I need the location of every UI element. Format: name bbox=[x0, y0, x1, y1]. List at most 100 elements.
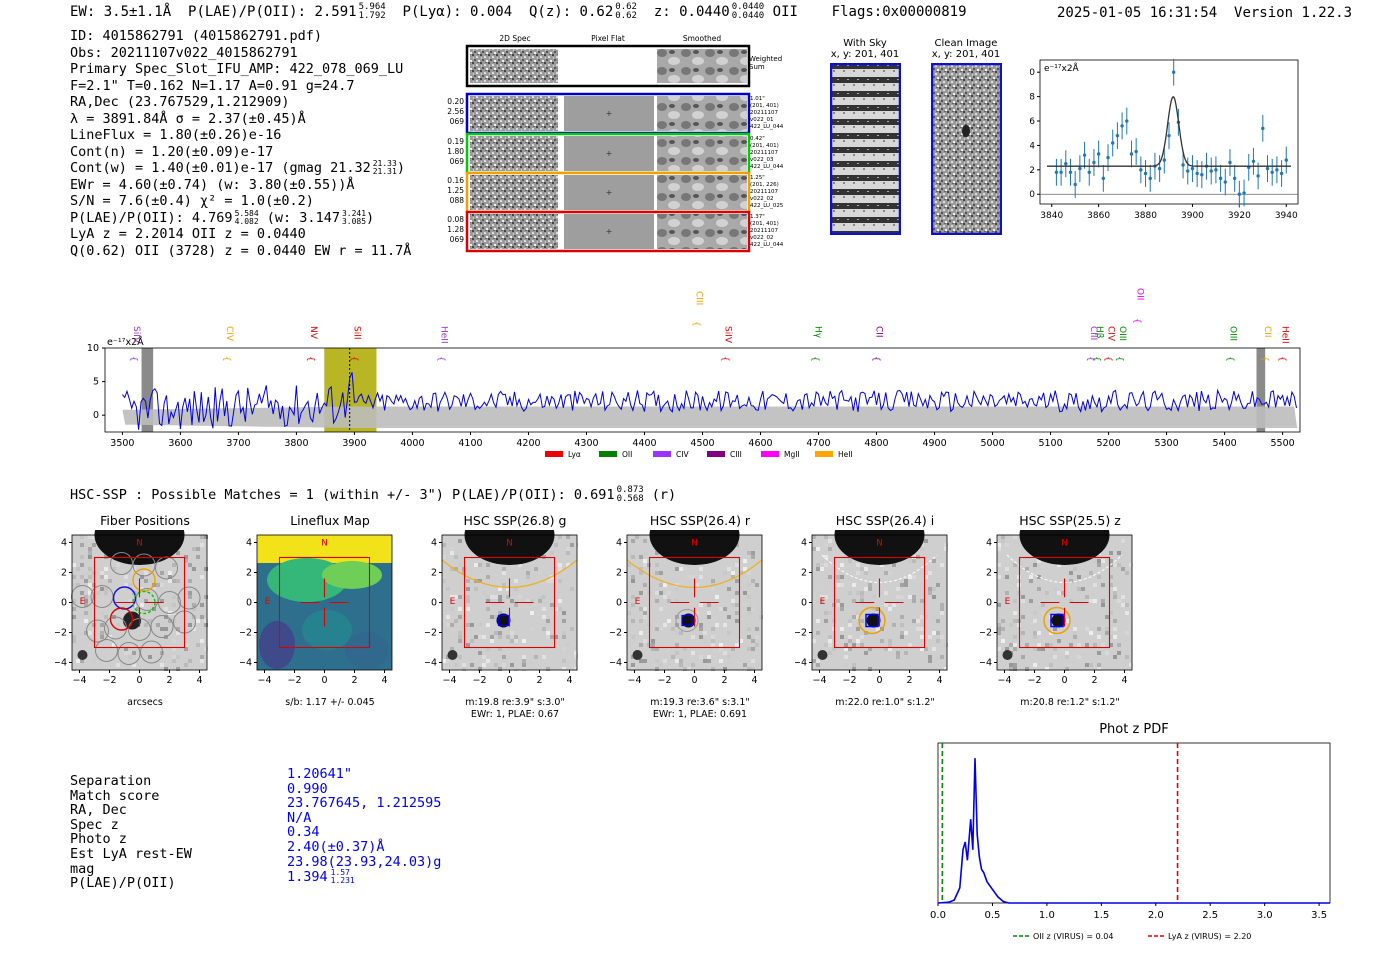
hsc-cutout-noise bbox=[1081, 587, 1085, 591]
hsc-panel-caption: s/b: 1.17 +/- 0.045 bbox=[250, 697, 410, 709]
hsc-cutout-noise bbox=[204, 623, 208, 627]
info-contw-text: Cont(w) = 1.40(±0.01)e-17 (gmag 21.32 bbox=[70, 160, 371, 176]
hsc-cutout-noise bbox=[936, 559, 940, 563]
spectrum-xtick-label: 4200 bbox=[516, 438, 540, 449]
hsc-cutout-noise bbox=[1029, 579, 1033, 583]
match-label: Spec z bbox=[70, 816, 119, 833]
spec2d-row-right-label: 1.37" (201, 401) 20211107 v022_02 422_LU_044 bbox=[750, 214, 784, 248]
hsc-cutout-noise bbox=[711, 639, 715, 643]
linefit-point bbox=[1232, 176, 1237, 181]
hsc-cutout-noise bbox=[884, 591, 888, 595]
hsc-xtick-label: 0 bbox=[321, 675, 327, 686]
hsc-cutout-noise bbox=[655, 623, 659, 627]
hsc-cutout-noise bbox=[1097, 575, 1101, 579]
linefit-point bbox=[1139, 168, 1143, 172]
hsc-cutout-noise bbox=[124, 583, 128, 587]
hsc-xtick-label: −2 bbox=[842, 675, 856, 686]
hsc-cutout-noise bbox=[104, 575, 108, 579]
info-lineflux: LineFlux = 1.80(±0.26)e-16 bbox=[70, 127, 282, 143]
faint-source-blob bbox=[447, 650, 458, 660]
hsc-cutout-noise bbox=[458, 595, 462, 599]
hsc-cutout-noise bbox=[486, 599, 490, 603]
linefit-xtick-label: 3880 bbox=[1134, 211, 1157, 221]
full-spectrum-plot: 3500 3600 3700 3800 3900 4000 4100 4200 4300 4400… bbox=[87, 288, 1301, 459]
hsc-cutout-noise bbox=[643, 551, 647, 555]
fiber-circle bbox=[71, 585, 94, 608]
hsc-cutout-noise bbox=[100, 571, 104, 575]
linefit-ytick-label: 0 bbox=[1030, 190, 1035, 200]
info-contw: Cont(w) = 1.40(±0.01)e-17 (gmag 21.32 21.… bbox=[70, 160, 411, 177]
hsc-cutout-noise bbox=[176, 655, 180, 659]
hsc-cutout-noise bbox=[840, 635, 844, 639]
hsc-cutout-noise bbox=[510, 599, 514, 603]
hsc-cutout-noise bbox=[80, 591, 84, 595]
hsc-cutout-noise bbox=[864, 651, 868, 655]
spec2d-flat-marker: + bbox=[606, 227, 613, 236]
hsc-cutout-noise bbox=[466, 643, 470, 647]
hsc-cutout-noise bbox=[848, 623, 852, 627]
hsc-cutout-noise bbox=[1129, 563, 1133, 567]
photz-xtick-label: 3.5 bbox=[1311, 910, 1327, 921]
hsc-cutout-noise bbox=[1093, 559, 1097, 563]
hsc-cutout-noise bbox=[1097, 651, 1101, 655]
hsc-cutout-noise bbox=[160, 571, 164, 575]
bright-neighbor-blob bbox=[834, 530, 925, 565]
hsc-cutout-noise bbox=[76, 659, 80, 663]
search-region-box bbox=[93, 556, 186, 649]
hsc-heading-text: HSC-SSP : Possible Matches = 1 (within +… bbox=[70, 487, 615, 503]
hsc-cutout-noise bbox=[920, 627, 924, 631]
hsc-cutout-noise bbox=[888, 639, 892, 643]
hsc-cutout-noise bbox=[1053, 647, 1057, 651]
hsc-cutout-noise bbox=[852, 583, 856, 587]
hsc-cutout-noise bbox=[852, 643, 856, 647]
hsc-cutout-noise bbox=[920, 599, 924, 603]
spectrum-line-label: HeII bbox=[438, 326, 448, 344]
hsc-cutout-noise bbox=[1009, 623, 1013, 627]
hsc-cutout-noise bbox=[928, 655, 932, 659]
hsc-cutout-noise bbox=[920, 543, 924, 547]
hsc-cutout-noise bbox=[920, 547, 924, 551]
linefit-point bbox=[1096, 152, 1101, 156]
hsc-cutout-noise bbox=[1113, 591, 1117, 595]
hsc-cutout-noise bbox=[812, 659, 816, 663]
hsc-cutout-noise bbox=[466, 599, 470, 603]
hsc-cutout-noise bbox=[490, 615, 494, 619]
hsc-cutout-noise bbox=[1037, 631, 1041, 635]
hsc-cutout-noise bbox=[892, 603, 896, 607]
hsc-cutout-noise bbox=[510, 631, 514, 635]
spectrum-xtick-label: 3500 bbox=[110, 438, 134, 449]
spectrum-line-label: OIII bbox=[1227, 326, 1237, 341]
hsc-cutout-noise bbox=[727, 655, 731, 659]
spectrum-line-bracket: { bbox=[691, 321, 701, 327]
hsc-xtick-label: 2 bbox=[1091, 675, 1097, 686]
linefit-point bbox=[1228, 160, 1232, 165]
match-value-text: 1.394 bbox=[287, 869, 328, 886]
east-marker: E bbox=[80, 597, 86, 607]
hsc-cutout-noise bbox=[550, 551, 554, 555]
hsc-cutout-noise bbox=[747, 551, 751, 555]
hsc-cutout-noise bbox=[506, 599, 510, 603]
hsc-cutout-noise bbox=[196, 555, 200, 559]
spec2d-row-left-label: 1.28 bbox=[447, 225, 464, 234]
hsc-cutout-noise bbox=[703, 639, 707, 643]
match-label: mag bbox=[70, 860, 95, 877]
hsc-cutout-noise bbox=[1053, 627, 1057, 631]
hsc-cutout-noise bbox=[816, 663, 820, 667]
hsc-cutout-noise bbox=[570, 543, 574, 547]
hsc-cutout-noise bbox=[1037, 559, 1041, 563]
hsc-cutout-noise bbox=[558, 579, 562, 583]
hsc-cutout-noise bbox=[458, 607, 462, 611]
hsc-cutout-noise bbox=[639, 607, 643, 611]
hsc-cutout-noise bbox=[639, 659, 643, 663]
hsc-panel-image: N E −4 −4 −2 −2 0 0 2 2 4 4 bbox=[795, 530, 948, 686]
hsc-cutout-noise bbox=[755, 635, 759, 639]
linefit-point bbox=[1064, 162, 1068, 166]
hsc-cutout-noise bbox=[156, 623, 160, 627]
hsc-cutout-noise bbox=[204, 595, 208, 599]
hsc-cutout-noise bbox=[84, 595, 88, 599]
hsc-cutout-noise bbox=[100, 587, 104, 591]
hsc-cutout-noise bbox=[522, 655, 526, 659]
header-qz-lo: 0.62 bbox=[615, 11, 637, 21]
hsc-panel-title: HSC SSP(26.4) r bbox=[649, 513, 751, 528]
hsc-cutout-noise bbox=[1117, 643, 1121, 647]
